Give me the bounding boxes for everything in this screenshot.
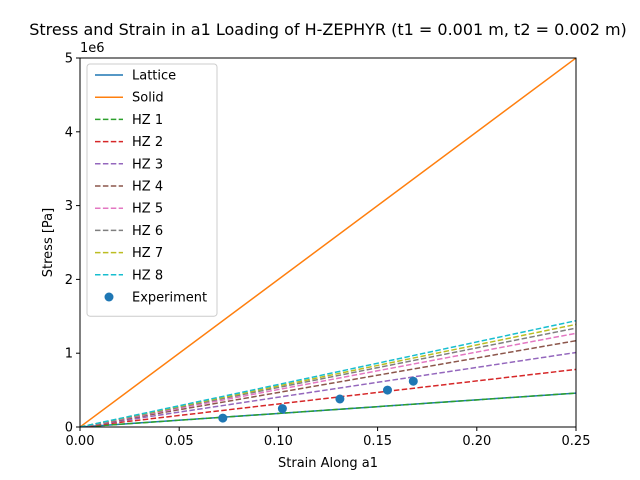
experiment-point <box>335 394 345 404</box>
legend-label-hz-6: HZ 6 <box>132 224 163 239</box>
legend-label-hz-8: HZ 8 <box>132 268 163 283</box>
y-tick-label: 5 <box>65 52 73 67</box>
y-axis-label: Stress [Pa] <box>41 208 56 277</box>
y-tick-label: 4 <box>65 125 73 140</box>
legend: Lattice Solid HZ 1 HZ 2 HZ 3 HZ 4 HZ 5 HZ 6 HZ 7… <box>86 63 218 317</box>
legend-label-experiment: Experiment <box>132 291 207 306</box>
x-tick-label: 0.20 <box>462 434 491 449</box>
chart-title: Stress and Strain in a1 Loading of H-ZEP… <box>29 20 627 39</box>
series-line-hz-8 <box>80 319 576 427</box>
legend-label-hz-2: HZ 2 <box>132 135 163 150</box>
x-tick-label: 0.05 <box>165 434 194 449</box>
legend-label-lattice: Lattice <box>132 69 176 84</box>
experiment-points <box>218 376 418 423</box>
series-line-hz-4 <box>80 339 576 427</box>
legend-label-hz-5: HZ 5 <box>132 202 163 217</box>
series-line-hz-5 <box>80 332 576 427</box>
axis-ticks: 0.00 0.05 0.10 0.15 0.20 0.25 0 1 2 3 4 5 <box>65 52 591 450</box>
y-tick-label: 0 <box>65 421 73 436</box>
legend-label-hz-1: HZ 1 <box>132 113 163 128</box>
y-tick-label: 3 <box>65 199 73 214</box>
legend-label-hz-4: HZ 4 <box>132 180 163 195</box>
x-tick-label: 0.25 <box>562 434 591 449</box>
y-axis-offset-text: 1e6 <box>80 41 105 56</box>
experiment-point <box>383 385 392 395</box>
plot-frame <box>79 57 577 428</box>
experiment-point <box>218 413 228 423</box>
experiment-point <box>277 404 287 414</box>
series-line-solid <box>80 58 576 427</box>
y-tick-label: 1 <box>65 347 73 362</box>
series-line-hz-3 <box>80 351 576 427</box>
series-lines <box>80 58 576 427</box>
legend-label-solid: Solid <box>132 91 164 106</box>
x-axis-label: Strain Along a1 <box>278 456 378 471</box>
series-line-hz-2 <box>80 368 576 427</box>
legend-label-hz-7: HZ 7 <box>132 246 163 261</box>
series-line-hz-1 <box>80 392 576 427</box>
y-tick-label: 2 <box>65 273 73 288</box>
x-tick-label: 0.10 <box>264 434 293 449</box>
legend-swatch-experiment <box>104 292 114 302</box>
x-tick-label: 0.15 <box>363 434 392 449</box>
x-tick-label: 0.00 <box>66 434 95 449</box>
legend-label-hz-3: HZ 3 <box>132 157 163 172</box>
experiment-point <box>408 376 418 386</box>
